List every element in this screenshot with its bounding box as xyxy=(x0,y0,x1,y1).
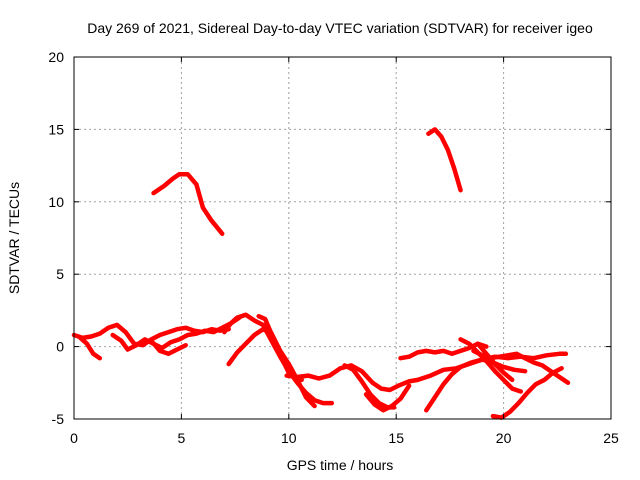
series-line-arc-2 xyxy=(78,335,103,361)
x-tick-label: 20 xyxy=(496,430,512,446)
y-tick-label: 5 xyxy=(56,266,64,282)
x-tick-label: 0 xyxy=(70,430,78,446)
series-line-arc-11 xyxy=(363,383,412,413)
x-axis-label: GPS time / hours xyxy=(287,457,394,473)
y-tick-label: 0 xyxy=(56,339,64,355)
chart-title: Day 269 of 2021, Sidereal Day-to-day VTE… xyxy=(87,20,593,36)
y-axis-label: SDTVAR / TECUs xyxy=(6,182,22,294)
series-layer xyxy=(71,127,571,420)
axis-ticks: 0 5 10 15 20 25 -5 0 5 10 15 20 xyxy=(48,49,619,446)
x-tick-label: 25 xyxy=(603,430,619,446)
series-line-arc-3 xyxy=(110,315,242,352)
series-line-arc-17 xyxy=(490,366,564,420)
series-line-arc-15 xyxy=(458,337,524,394)
y-tick-label: 15 xyxy=(48,121,64,137)
y-tick-label: -5 xyxy=(52,411,65,427)
series-line-arc-14 xyxy=(424,357,528,413)
series-line-arc-4 xyxy=(149,338,188,357)
plot-frame xyxy=(73,56,612,420)
y-tick-label: 10 xyxy=(48,194,64,210)
series-line-arc-13 xyxy=(426,127,463,193)
series-line-arc-5 xyxy=(151,172,225,236)
series-line-arc-18 xyxy=(475,341,515,383)
x-tick-label: 15 xyxy=(388,430,404,446)
y-tick-label: 20 xyxy=(48,49,64,65)
x-tick-label: 5 xyxy=(178,430,186,446)
x-tick-label: 10 xyxy=(281,430,297,446)
series-line-arc-6 xyxy=(222,312,335,406)
